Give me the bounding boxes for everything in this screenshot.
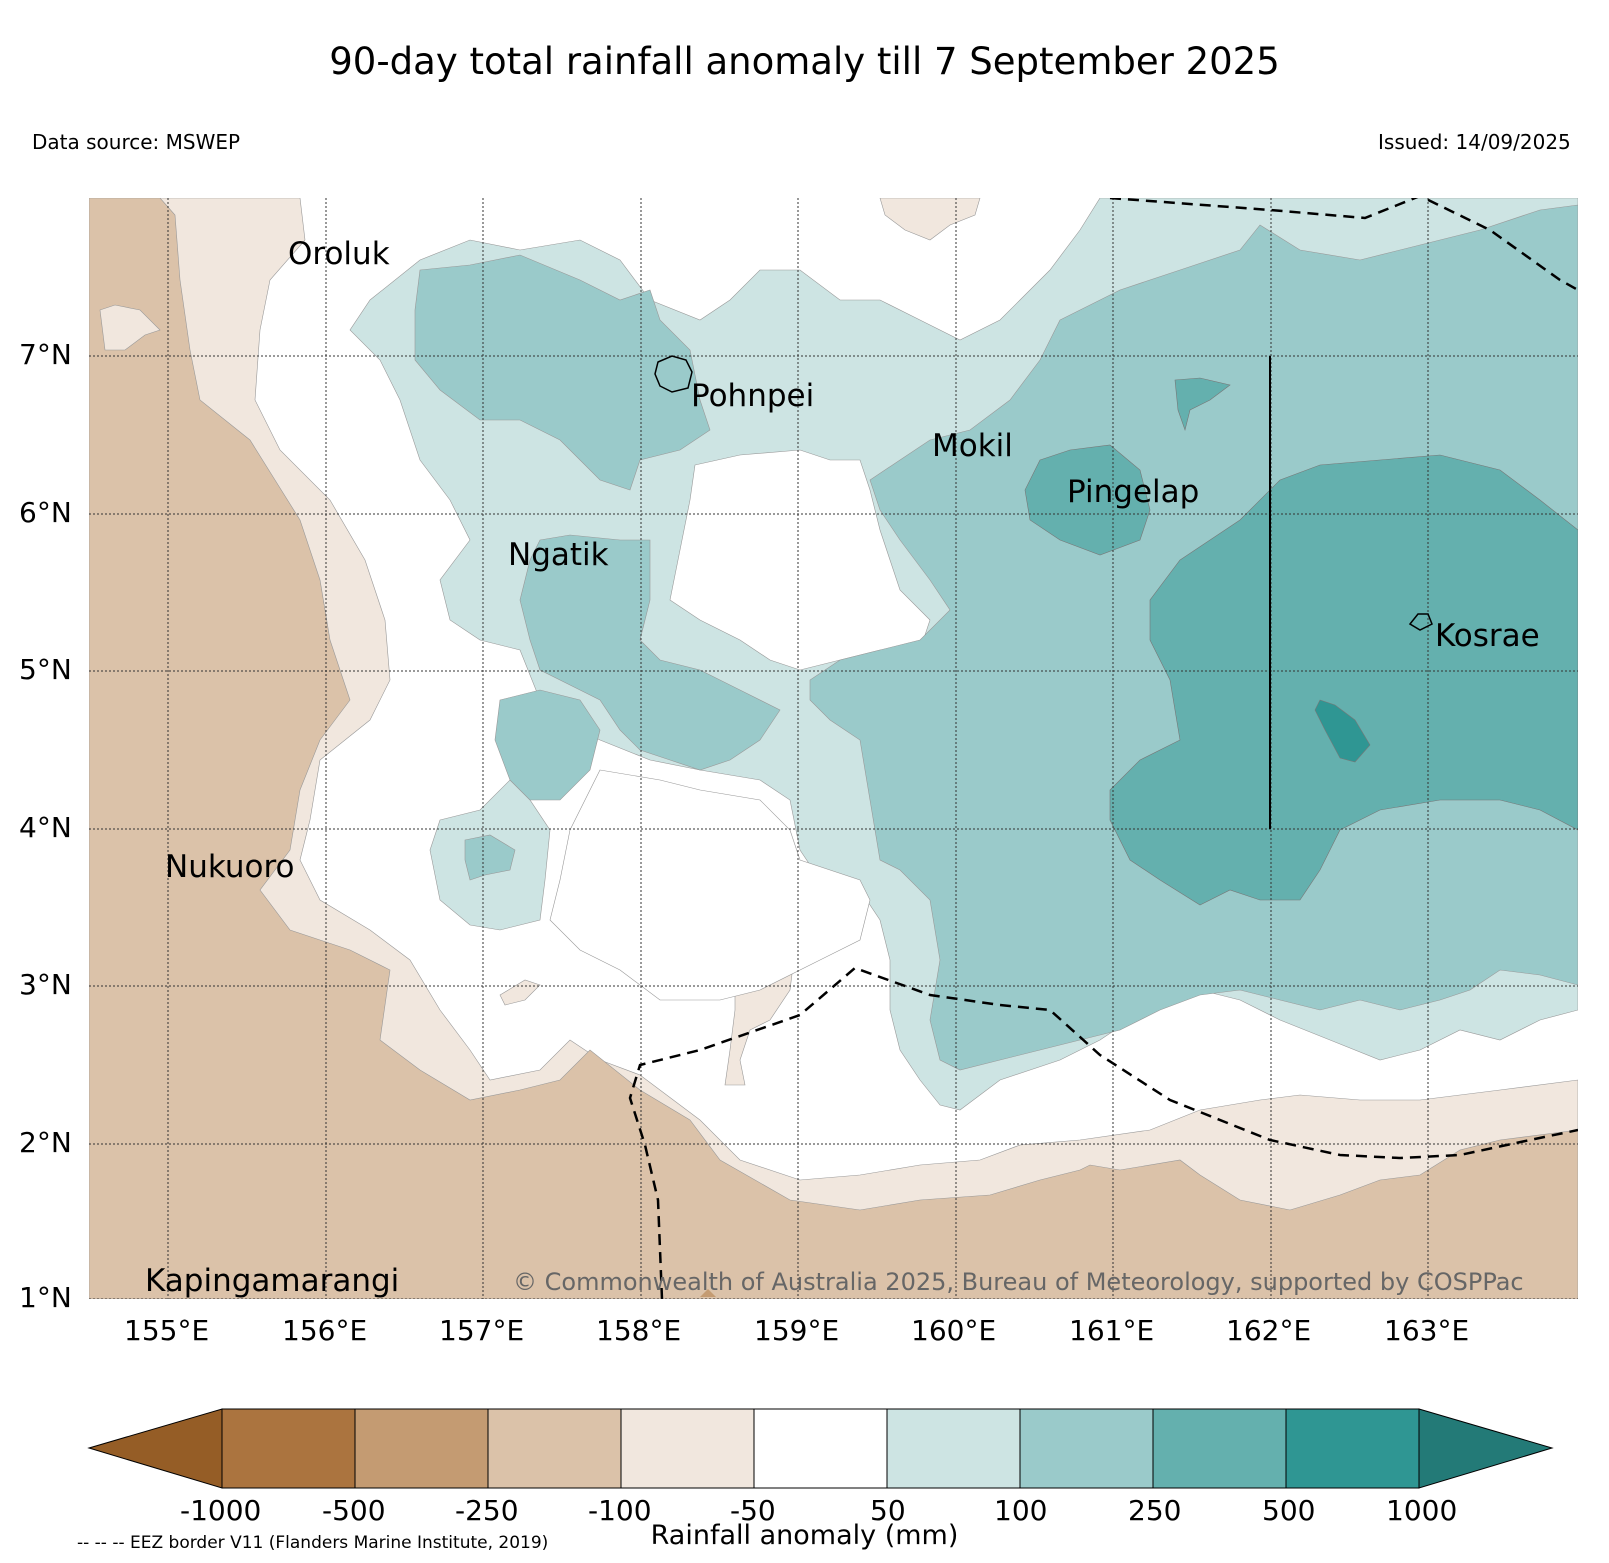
place-oroluk: Oroluk [288,236,390,272]
place-pingelap: Pingelap [1067,474,1200,510]
lat-label-4n: 4°N [19,811,72,844]
lon-label-160e: 160°E [911,1314,997,1347]
colorbar-seg-9 [1285,1408,1420,1489]
zone-darker-tan-spot [700,1289,716,1297]
zone-dark-teal-small [1174,377,1231,432]
colorbar-tick-neg100: -100 [588,1494,652,1527]
lon-label-155e: 155°E [124,1314,210,1347]
data-source: Data source: MSWEP [32,130,241,154]
lon-label-158e: 158°E [596,1314,682,1347]
zone-deep-teal [1314,699,1371,763]
colorbar-seg-5 [753,1408,888,1489]
kosrae-island [1408,613,1433,631]
colorbar-extend-high [1418,1408,1554,1489]
colorbar-seg-8 [1152,1408,1287,1489]
lon-label-156e: 156°E [282,1314,368,1347]
place-mokil: Mokil [932,428,1013,464]
issued-date: Issued: 14/09/2025 [1378,130,1571,154]
zone-tan-islet [99,304,161,351]
colorbar [87,1408,1554,1489]
place-nukuoro: Nukuoro [165,849,295,885]
zone-teal-small [464,834,516,881]
eez-border [628,198,1578,1299]
zone-white-hole-sw [549,769,871,1001]
colorbar-extend-low [87,1408,223,1489]
eez-footnote: -- -- -- EEZ border V11 (Flanders Marine… [77,1533,549,1553]
zone-light-tan-north [879,198,981,241]
colorbar-seg-4 [620,1408,755,1489]
zone-teal-center [519,534,781,771]
colorbar-seg-3 [487,1408,622,1489]
lon-label-159e: 159°E [754,1314,840,1347]
zone-dark-teal-pingelap [1024,444,1151,556]
zone-dark-teal-kosrae [1109,454,1578,906]
colorbar-title: Rainfall anomaly (mm) [650,1520,959,1551]
colorbar-tick-1000: 1000 [1386,1494,1458,1527]
place-ngatik: Ngatik [508,537,609,573]
lat-label-1n: 1°N [19,1281,72,1314]
lon-label-161e: 161°E [1069,1314,1155,1347]
colorbar-tick-500: 500 [1262,1494,1316,1527]
colorbar-seg-2 [354,1408,489,1489]
place-pohnpei: Pohnpei [691,378,815,414]
lon-label-157e: 157°E [439,1314,525,1347]
place-kosrae: Kosrae [1435,618,1540,654]
zone-tan-west [89,198,1578,1299]
colorbar-seg-7 [1019,1408,1154,1489]
zone-teal-sw [494,689,601,801]
copyright-notice: © Commonwealth of Australia 2025, Bureau… [513,1268,1524,1296]
colorbar-tick-neg500: -500 [322,1494,386,1527]
lat-label-6n: 6°N [19,496,72,529]
colorbar-tick-neg250: -250 [455,1494,519,1527]
colorbar-seg-6 [886,1408,1021,1489]
lon-label-163e: 163°E [1384,1314,1470,1347]
map-title: 90-day total rainfall anomaly till 7 Sep… [329,40,1280,83]
place-kapingamarangi: Kapingamarangi [145,1263,400,1299]
pohnpei-island [654,355,693,393]
colorbar-tick-neg50: -50 [730,1494,776,1527]
colorbar-tick-50: 50 [870,1494,906,1527]
lat-label-5n: 5°N [19,653,72,686]
lat-label-3n: 3°N [19,968,72,1001]
colorbar-tick-100: 100 [994,1494,1048,1527]
colorbar-tick-250: 250 [1128,1494,1182,1527]
map-area [89,198,1578,1299]
lat-label-7n: 7°N [19,338,72,371]
colorbar-seg-1 [221,1408,356,1489]
lat-label-2n: 2°N [19,1126,72,1159]
zone-teal-nw [414,254,711,491]
colorbar-tick-neg1000: -1000 [180,1494,262,1527]
graticule [89,198,1578,1299]
lon-label-162e: 162°E [1226,1314,1312,1347]
